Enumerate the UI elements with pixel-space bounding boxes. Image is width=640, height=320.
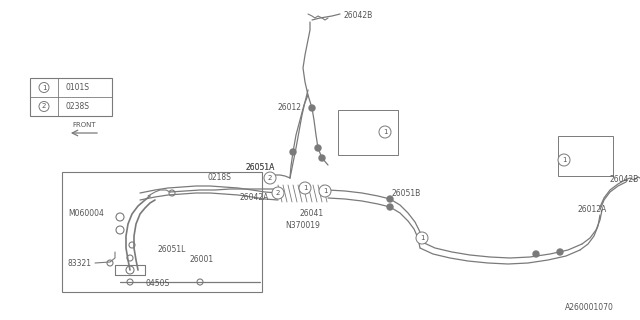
Circle shape xyxy=(416,232,428,244)
Text: 26042B: 26042B xyxy=(610,174,639,183)
Text: 83321: 83321 xyxy=(68,259,92,268)
Circle shape xyxy=(319,155,325,161)
Text: 0101S: 0101S xyxy=(66,83,90,92)
Text: 1: 1 xyxy=(42,84,46,91)
Circle shape xyxy=(39,101,49,111)
Text: 26012A: 26012A xyxy=(577,205,606,214)
Circle shape xyxy=(39,83,49,92)
Text: 1: 1 xyxy=(420,235,424,241)
Circle shape xyxy=(387,196,393,202)
Circle shape xyxy=(309,105,315,111)
Circle shape xyxy=(387,204,393,210)
Text: 0450S: 0450S xyxy=(145,279,169,289)
Text: 26051B: 26051B xyxy=(392,188,421,197)
Text: A260001070: A260001070 xyxy=(565,302,614,311)
Text: 2: 2 xyxy=(268,175,272,181)
Bar xyxy=(338,110,398,155)
Text: 26051A: 26051A xyxy=(246,163,275,172)
Circle shape xyxy=(379,126,391,138)
Circle shape xyxy=(299,182,311,194)
Text: 26042A: 26042A xyxy=(240,194,269,203)
Text: 26041: 26041 xyxy=(300,209,324,218)
Circle shape xyxy=(290,149,296,155)
Circle shape xyxy=(558,154,570,166)
Circle shape xyxy=(557,249,563,255)
Text: FRONT: FRONT xyxy=(72,122,95,128)
Text: 26051A: 26051A xyxy=(246,163,275,172)
Bar xyxy=(62,172,262,292)
Text: 1: 1 xyxy=(383,129,387,135)
Text: 0218S: 0218S xyxy=(208,173,232,182)
Text: 26012: 26012 xyxy=(278,103,302,113)
Text: 26042B: 26042B xyxy=(343,12,372,20)
Text: 2: 2 xyxy=(42,103,46,109)
Text: 1: 1 xyxy=(303,185,307,191)
Circle shape xyxy=(272,187,284,199)
Circle shape xyxy=(315,145,321,151)
Bar xyxy=(558,136,613,176)
Text: N370019: N370019 xyxy=(285,221,320,230)
Text: 26051L: 26051L xyxy=(158,245,186,254)
Text: M060004: M060004 xyxy=(68,209,104,218)
Text: 1: 1 xyxy=(323,188,327,194)
Text: 26001: 26001 xyxy=(190,255,214,265)
Text: 1: 1 xyxy=(562,157,566,163)
Circle shape xyxy=(319,185,331,197)
Text: 0238S: 0238S xyxy=(66,102,90,111)
Circle shape xyxy=(533,251,539,257)
Bar xyxy=(30,78,112,116)
Text: 2: 2 xyxy=(276,190,280,196)
Circle shape xyxy=(264,172,276,184)
